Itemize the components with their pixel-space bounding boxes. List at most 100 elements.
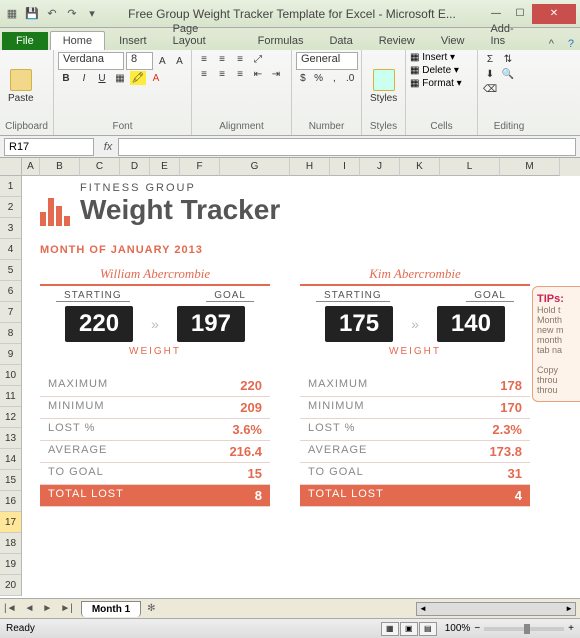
tab-data[interactable]: Data [317, 32, 364, 50]
column-header[interactable]: M [500, 158, 560, 176]
autosum-icon[interactable]: Σ [482, 52, 498, 66]
zoom-level[interactable]: 100% [445, 623, 471, 634]
increase-decimal-icon[interactable]: .0 [343, 71, 357, 85]
row-header[interactable]: 3 [0, 218, 21, 239]
tab-addins[interactable]: Add-Ins [478, 20, 538, 50]
save-icon[interactable]: 💾 [24, 6, 40, 22]
name-box[interactable]: R17 [4, 138, 94, 156]
fill-color-button[interactable]: 🖍 [130, 71, 146, 85]
column-header[interactable]: L [440, 158, 500, 176]
zoom-out-button[interactable]: − [474, 623, 480, 634]
styles-button[interactable]: Styles [366, 67, 401, 106]
currency-icon[interactable]: $ [296, 71, 310, 85]
align-middle-icon[interactable]: ≡ [214, 52, 230, 66]
sheet-tab[interactable]: Month 1 [81, 601, 141, 617]
tab-view[interactable]: View [429, 32, 477, 50]
tab-insert[interactable]: Insert [107, 32, 159, 50]
horizontal-scrollbar[interactable] [416, 602, 576, 616]
align-right-icon[interactable]: ≡ [232, 67, 248, 81]
view-normal-icon[interactable]: ▦ [381, 622, 399, 636]
row-header[interactable]: 15 [0, 470, 21, 491]
tab-nav-first-icon[interactable]: |◄ [0, 603, 21, 614]
row-header[interactable]: 16 [0, 491, 21, 512]
sort-icon[interactable]: ⇅ [500, 52, 516, 66]
row-header[interactable]: 20 [0, 575, 21, 596]
font-size-select[interactable]: 8 [126, 52, 153, 70]
find-icon[interactable]: 🔍 [500, 67, 516, 81]
fx-icon[interactable]: fx [98, 141, 118, 153]
cells-insert-button[interactable]: ▦ Insert ▾ [410, 52, 473, 63]
row-header[interactable]: 1 [0, 176, 21, 197]
comma-icon[interactable]: , [328, 71, 342, 85]
column-header[interactable]: G [220, 158, 290, 176]
column-header[interactable]: B [40, 158, 80, 176]
indent-increase-icon[interactable]: ⇥ [268, 67, 284, 81]
cells-delete-button[interactable]: ▦ Delete ▾ [410, 65, 473, 76]
tab-nav-prev-icon[interactable]: ◄ [21, 603, 39, 614]
row-header[interactable]: 17 [0, 512, 21, 533]
view-layout-icon[interactable]: ▣ [400, 622, 418, 636]
redo-icon[interactable]: ↷ [64, 6, 80, 22]
spreadsheet-grid[interactable]: 1234567891011121314151617181920 ABCDEFGH… [0, 158, 580, 598]
column-header[interactable]: F [180, 158, 220, 176]
tab-formulas[interactable]: Formulas [246, 32, 316, 50]
grow-font-icon[interactable]: A [155, 54, 170, 68]
view-break-icon[interactable]: ▤ [419, 622, 437, 636]
border-button[interactable]: ▦ [112, 71, 128, 85]
column-header[interactable]: A [22, 158, 40, 176]
align-left-icon[interactable]: ≡ [196, 67, 212, 81]
row-header[interactable]: 5 [0, 260, 21, 281]
cells-format-button[interactable]: ▦ Format ▾ [410, 78, 473, 89]
column-header[interactable]: D [120, 158, 150, 176]
row-header[interactable]: 6 [0, 281, 21, 302]
row-header[interactable]: 9 [0, 344, 21, 365]
column-header[interactable]: J [360, 158, 400, 176]
column-header[interactable]: C [80, 158, 120, 176]
indent-decrease-icon[interactable]: ⇤ [250, 67, 266, 81]
orientation-icon[interactable]: ⤢ [250, 52, 266, 66]
help-icon[interactable]: ? [562, 38, 580, 50]
row-header[interactable]: 10 [0, 365, 21, 386]
underline-button[interactable]: U [94, 71, 110, 85]
paste-button[interactable]: Paste [4, 67, 38, 106]
new-sheet-icon[interactable]: ✻ [147, 603, 155, 614]
column-header[interactable]: H [290, 158, 330, 176]
column-header[interactable]: K [400, 158, 440, 176]
font-name-select[interactable]: Verdana [58, 52, 124, 70]
align-center-icon[interactable]: ≡ [214, 67, 230, 81]
italic-button[interactable]: I [76, 71, 92, 85]
file-tab[interactable]: File [2, 32, 48, 50]
shrink-font-icon[interactable]: A [172, 54, 187, 68]
align-bottom-icon[interactable]: ≡ [232, 52, 248, 66]
row-header[interactable]: 11 [0, 386, 21, 407]
row-header[interactable]: 19 [0, 554, 21, 575]
row-header[interactable]: 7 [0, 302, 21, 323]
ribbon-minimize-icon[interactable]: ^ [543, 38, 560, 50]
row-header[interactable]: 13 [0, 428, 21, 449]
row-header[interactable]: 2 [0, 197, 21, 218]
undo-icon[interactable]: ↶ [44, 6, 60, 22]
row-header[interactable]: 12 [0, 407, 21, 428]
column-header[interactable]: E [150, 158, 180, 176]
tab-nav-last-icon[interactable]: ►| [56, 603, 77, 614]
row-header[interactable]: 8 [0, 323, 21, 344]
fill-icon[interactable]: ⬇ [482, 67, 498, 81]
row-header[interactable]: 4 [0, 239, 21, 260]
select-all-corner[interactable] [0, 158, 22, 176]
font-color-button[interactable]: A [148, 71, 164, 85]
align-top-icon[interactable]: ≡ [196, 52, 212, 66]
tab-home[interactable]: Home [50, 31, 105, 50]
column-header[interactable]: I [330, 158, 360, 176]
row-header[interactable]: 14 [0, 449, 21, 470]
percent-icon[interactable]: % [312, 71, 326, 85]
clear-icon[interactable]: ⌫ [482, 82, 498, 96]
zoom-slider[interactable] [484, 627, 564, 631]
zoom-in-button[interactable]: + [568, 623, 574, 634]
tab-page-layout[interactable]: Page Layout [161, 20, 244, 50]
tab-nav-next-icon[interactable]: ► [38, 603, 56, 614]
row-header[interactable]: 18 [0, 533, 21, 554]
formula-input[interactable] [118, 138, 576, 156]
number-format-select[interactable]: General [296, 52, 358, 70]
tab-review[interactable]: Review [367, 32, 427, 50]
qat-dropdown-icon[interactable]: ▾ [84, 6, 100, 22]
